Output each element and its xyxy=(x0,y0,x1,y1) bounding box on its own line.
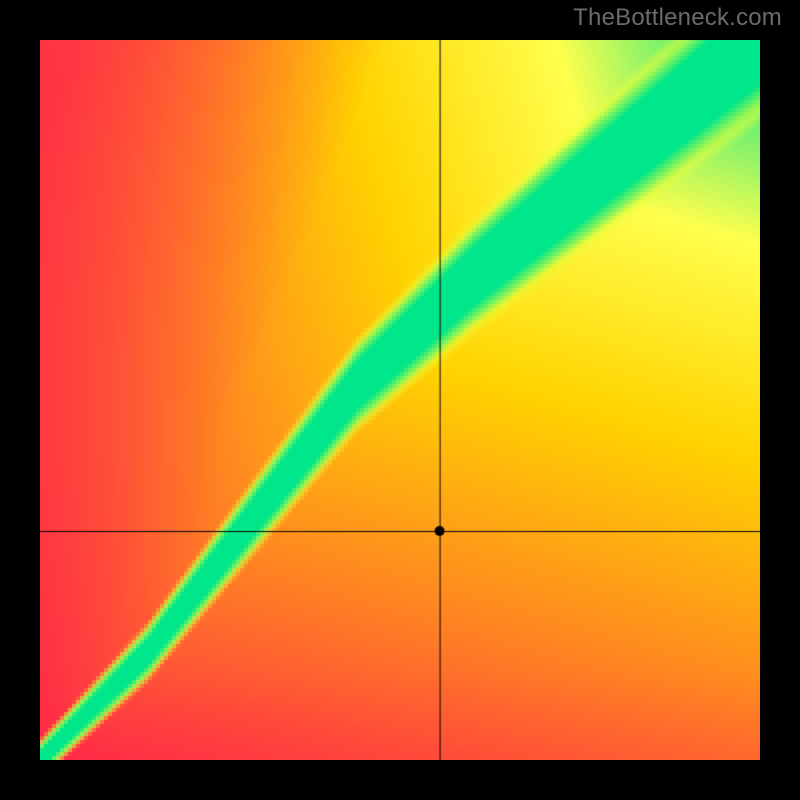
bottleneck-heatmap-canvas xyxy=(40,40,760,760)
site-watermark: TheBottleneck.com xyxy=(573,4,782,32)
